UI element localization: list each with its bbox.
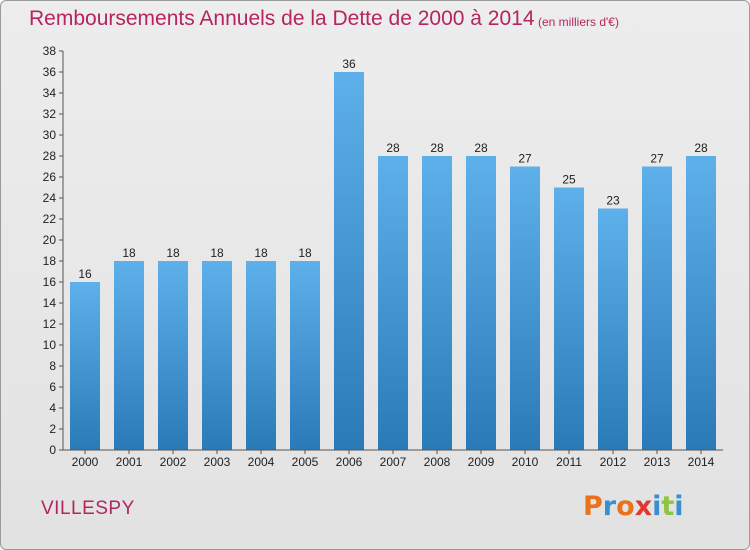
bar-2003: [202, 261, 232, 450]
data-label-2008: 28: [430, 141, 444, 155]
logo-letter: x: [634, 491, 653, 522]
logo-letter: r: [602, 491, 617, 522]
bar-2005: [290, 261, 320, 450]
y-tick-label-16: 16: [43, 275, 57, 289]
x-tick-label-2002: 2002: [160, 455, 187, 469]
data-label-2000: 16: [78, 267, 92, 281]
data-label-2007: 28: [386, 141, 400, 155]
logo-letter: t: [661, 491, 675, 522]
y-tick-label-18: 18: [43, 254, 57, 268]
data-label-2013: 27: [650, 152, 664, 166]
y-tick-label-26: 26: [43, 170, 57, 184]
bar-2014: [686, 156, 716, 450]
commune-name: VILLESPY: [41, 498, 135, 519]
data-label-2001: 18: [122, 246, 136, 260]
logo-letter: o: [616, 491, 635, 522]
y-tick-label-32: 32: [43, 107, 57, 121]
y-tick-label-6: 6: [49, 380, 56, 394]
y-tick-label-20: 20: [43, 233, 57, 247]
proxiti-logo[interactable]: Proxiti: [583, 491, 684, 523]
x-tick-label-2003: 2003: [204, 455, 231, 469]
chart-subtitle: (en milliers d'€): [538, 15, 619, 29]
logo-letter: i: [674, 491, 684, 522]
y-tick-label-30: 30: [43, 128, 57, 142]
data-label-2014: 28: [694, 141, 708, 155]
y-tick-label-34: 34: [43, 86, 57, 100]
bar-2011: [554, 187, 584, 450]
x-tick-label-2009: 2009: [468, 455, 495, 469]
bar-2010: [510, 166, 540, 450]
data-label-2009: 28: [474, 141, 488, 155]
y-tick-label-22: 22: [43, 212, 57, 226]
bars-group: 16 18 18 18 18 18 36 28 28 28 27 25 23 27 28: [70, 57, 716, 450]
data-label-2011: 25: [562, 173, 576, 187]
y-tick-label-10: 10: [43, 338, 57, 352]
bar-2000: [70, 282, 100, 450]
y-tick-label-2: 2: [49, 422, 56, 436]
chart-title: Remboursements Annuels de la Dette de 20…: [29, 7, 535, 30]
data-label-2012: 23: [606, 194, 620, 208]
bar-2001: [114, 261, 144, 450]
data-label-2002: 18: [166, 246, 180, 260]
y-tick-label-28: 28: [43, 149, 57, 163]
data-label-2006: 36: [342, 57, 356, 71]
data-label-2004: 18: [254, 246, 268, 260]
x-tick-label-2011: 2011: [556, 455, 582, 469]
y-tick-label-12: 12: [43, 317, 57, 331]
bar-2008: [422, 156, 452, 450]
x-tick-label-2008: 2008: [424, 455, 451, 469]
y-tick-label-8: 8: [49, 359, 56, 373]
bar-2007: [378, 156, 408, 450]
x-tick-label-2004: 2004: [248, 455, 275, 469]
bar-2006: [334, 72, 364, 450]
bar-2009: [466, 156, 496, 450]
axes-group: 2000 2001 2002 2003 2004 2005 2006 2007 2008 2009…: [43, 44, 723, 469]
x-tick-label-2005: 2005: [292, 455, 319, 469]
logo-letter: P: [583, 491, 603, 522]
y-tick-label-14: 14: [43, 296, 57, 310]
x-tick-label-2012: 2012: [600, 455, 627, 469]
x-tick-label-2001: 2001: [116, 455, 143, 469]
x-tick-label-2006: 2006: [336, 455, 363, 469]
bar-2013: [642, 166, 672, 450]
y-tick-label-4: 4: [49, 401, 56, 415]
y-tick-label-24: 24: [43, 191, 57, 205]
bar-2012: [598, 208, 628, 450]
logo-letter: i: [652, 491, 662, 522]
bar-2002: [158, 261, 188, 450]
y-tick-label-38: 38: [43, 44, 57, 58]
x-tick-label-2013: 2013: [644, 455, 671, 469]
y-tick-label-0: 0: [49, 443, 56, 457]
x-tick-label-2000: 2000: [72, 455, 99, 469]
data-label-2010: 27: [518, 152, 532, 166]
x-tick-label-2014: 2014: [688, 455, 715, 469]
data-label-2005: 18: [298, 246, 312, 260]
bar-2004: [246, 261, 276, 450]
x-tick-label-2007: 2007: [380, 455, 407, 469]
data-label-2003: 18: [210, 246, 224, 260]
x-tick-label-2010: 2010: [512, 455, 539, 469]
y-tick-label-36: 36: [43, 65, 57, 79]
